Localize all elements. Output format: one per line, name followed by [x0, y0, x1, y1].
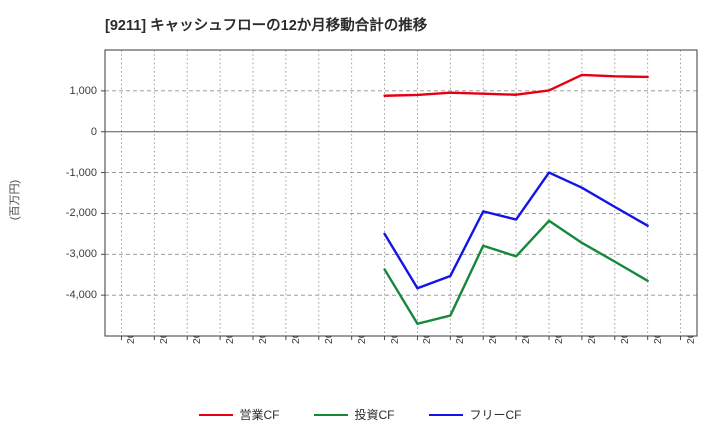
y-tick-label: -4,000: [65, 289, 97, 302]
y-tick-label: -2,000: [65, 207, 97, 220]
legend-color-swatch: [198, 413, 233, 416]
legend-item[interactable]: 投資CF: [313, 406, 395, 423]
legend-label: 投資CF: [354, 408, 395, 422]
y-tick-label: 1,000: [69, 84, 97, 97]
chart-legend: 営業CF 投資CF フリーCF: [0, 406, 720, 423]
plot-frame: [104, 49, 698, 337]
series-line-フリーCF: [383, 171, 649, 290]
y-tick-label: -3,000: [65, 248, 97, 261]
legend-color-swatch: [313, 413, 348, 416]
legend-item[interactable]: フリーCF: [428, 406, 522, 423]
y-tick-label: 0: [90, 125, 97, 138]
y-tick-label: -1,000: [65, 166, 97, 179]
chart-title: [9211] キャッシュフローの12か月移動合計の推移: [105, 18, 428, 34]
legend-item[interactable]: 営業CF: [198, 406, 280, 423]
series-line-営業CF: [383, 73, 649, 97]
legend-color-swatch: [428, 413, 463, 416]
legend-label: フリーCF: [469, 408, 522, 422]
plot-background: [105, 50, 697, 336]
series-line-投資CF: [383, 219, 649, 325]
legend-label: 営業CF: [239, 408, 280, 422]
